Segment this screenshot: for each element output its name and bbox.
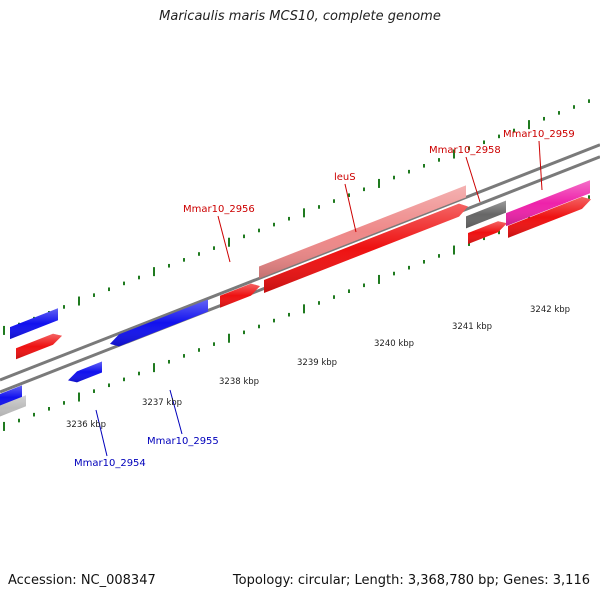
- gene-label[interactable]: leuS: [334, 172, 356, 183]
- kbp-label: 3240 kbp: [374, 339, 414, 349]
- gene-feature-leus[interactable]: [259, 185, 466, 279]
- gene-label[interactable]: Mmar10_2958: [429, 145, 501, 156]
- label-leaders: [95, 140, 543, 457]
- gene-feature-mmar10-2959-fwd[interactable]: [508, 196, 591, 238]
- kbp-label: 3236 kbp: [66, 420, 106, 430]
- gene-label[interactable]: Mmar10_2954: [74, 458, 146, 469]
- kbp-label: 3238 kbp: [219, 377, 259, 387]
- gene-label[interactable]: Mmar10_2956: [183, 204, 255, 215]
- backbone-line: [0, 143, 600, 382]
- label-leader-line: [538, 140, 543, 191]
- gene-features: [0, 180, 591, 420]
- accession-label: Accession: NC_008347: [8, 573, 156, 588]
- kbp-label: 3237 kbp: [142, 398, 182, 408]
- kbp-label: 3241 kbp: [452, 322, 492, 332]
- gene-feature-left-edge[interactable]: [0, 385, 22, 410]
- kbp-label: 3242 kbp: [530, 305, 570, 315]
- map-title: Maricaulis maris MCS10, complete genome: [159, 9, 441, 24]
- label-leader-line: [217, 215, 231, 263]
- kbp-label: 3239 kbp: [297, 358, 337, 368]
- gene-feature-upstream[interactable]: [10, 308, 58, 340]
- gene-feature-mmar10-2959[interactable]: [506, 180, 590, 227]
- gene-feature-gray-segment[interactable]: [466, 200, 506, 229]
- gene-label[interactable]: Mmar10_2955: [147, 436, 219, 447]
- gene-feature-gray[interactable]: [0, 395, 26, 420]
- labels: 3236 kbp 3237 kbp 3238 kbp 3239 kbp 3240 kbp…: [66, 129, 575, 469]
- gene-feature-mmar10-2958[interactable]: [468, 221, 507, 245]
- gene-feature-mmar10-2955[interactable]: [110, 299, 208, 347]
- gene-feature-leus-fwd[interactable]: [264, 203, 468, 294]
- gene-feature-red-left[interactable]: [16, 333, 62, 360]
- topology-label: Topology: circular; Length: 3,368,780 bp…: [232, 573, 590, 588]
- label-leader-line: [169, 389, 183, 435]
- gene-feature-mmar10-2956[interactable]: [220, 283, 260, 308]
- label-leader-line: [344, 183, 357, 233]
- label-leader-line: [465, 156, 481, 203]
- gene-feature-mmar10-2954[interactable]: [68, 361, 102, 383]
- gene-label[interactable]: Mmar10_2959: [503, 129, 575, 140]
- label-leader-line: [95, 409, 108, 457]
